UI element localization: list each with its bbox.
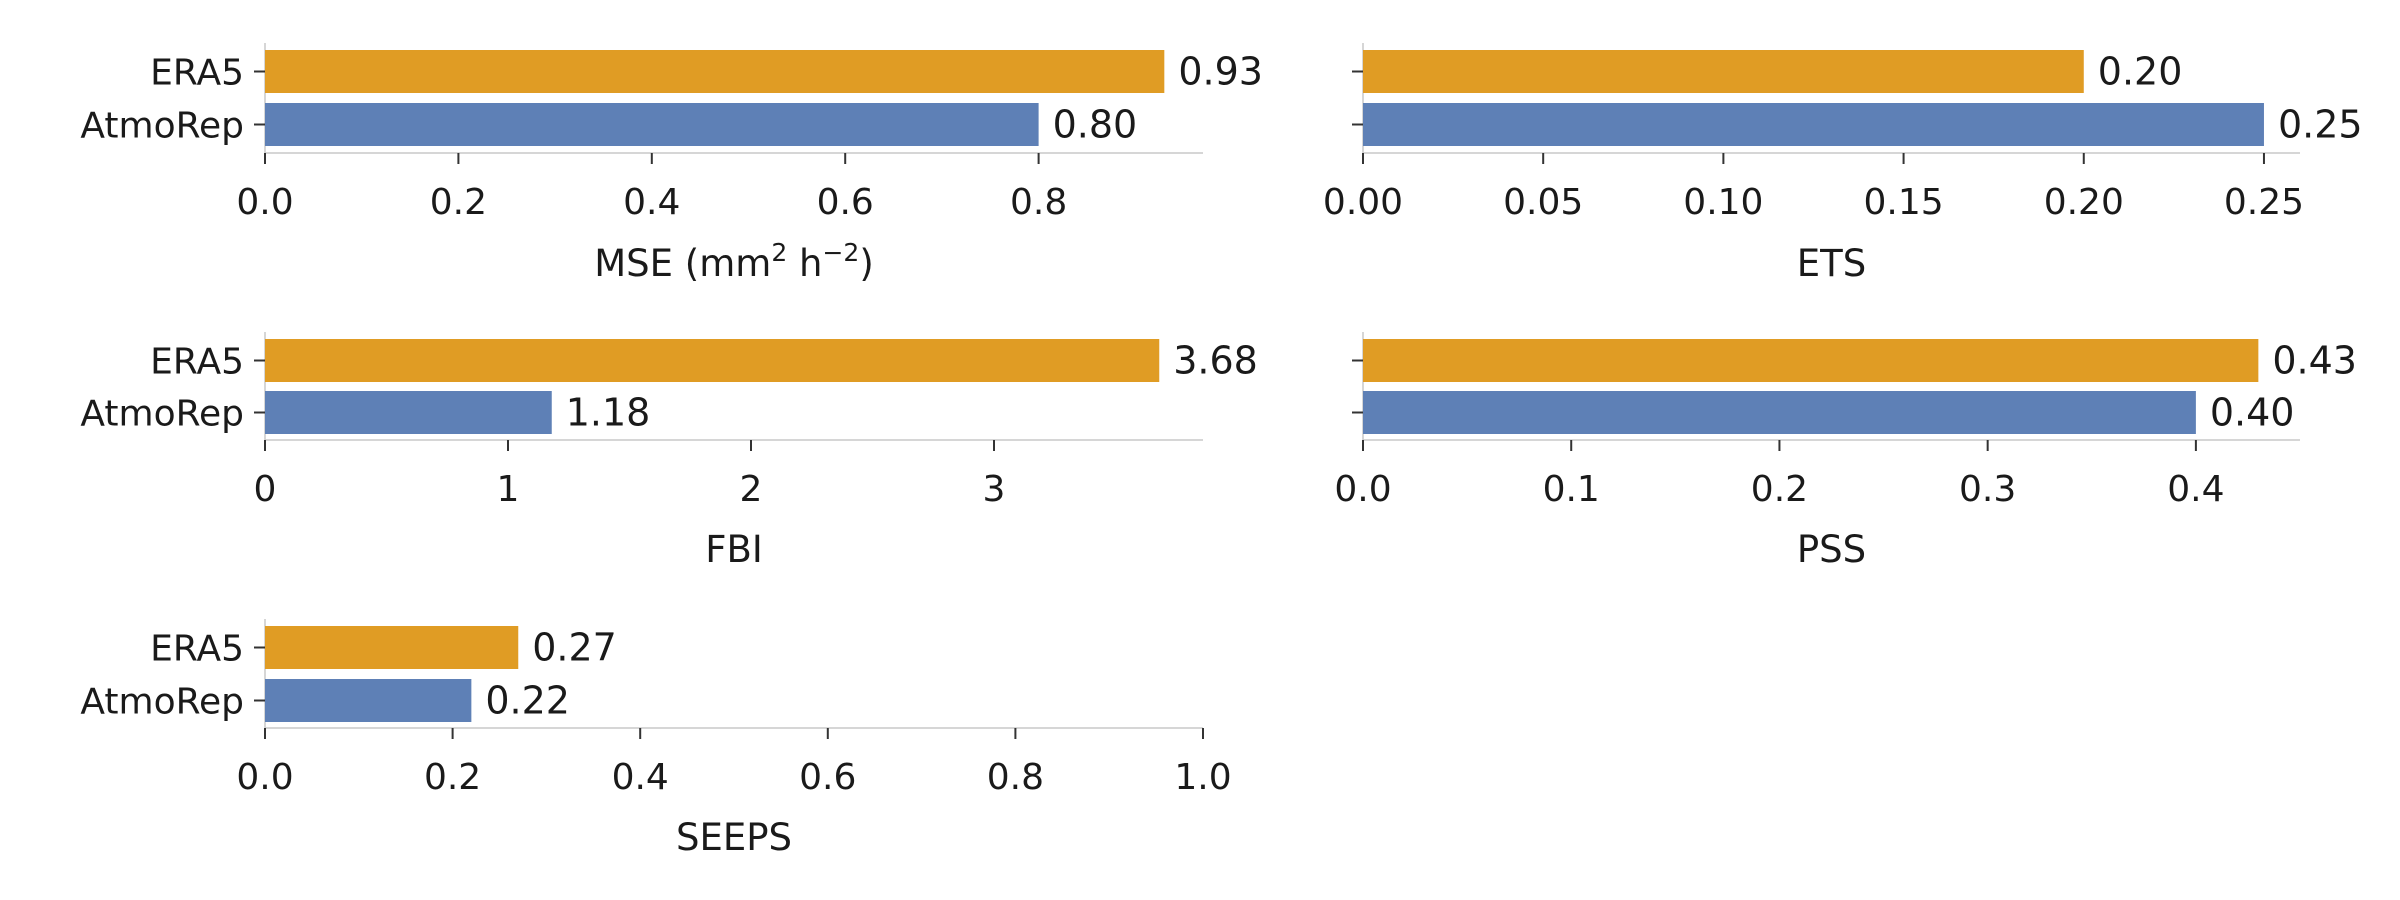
x-tick-label: 2 (740, 469, 763, 510)
x-tick-label: 0.2 (430, 182, 487, 223)
x-axis-title: FBI (705, 528, 763, 571)
bar-era5 (265, 626, 519, 669)
bar-era5 (1363, 339, 2259, 382)
x-tick-label: 0.3 (1959, 469, 2016, 510)
x-tick-label: 0.1 (1543, 469, 1600, 510)
x-tick-label: 0.2 (1751, 469, 1808, 510)
x-tick-label: 0.8 (1010, 182, 1067, 223)
bar-era5 (265, 339, 1160, 382)
x-axis-title: ETS (1797, 242, 1866, 285)
category-label-era5: ERA5 (150, 53, 244, 94)
bar-atmorep (1363, 391, 2196, 434)
x-tick-label: 0.6 (799, 757, 856, 798)
bar-value-label: 0.80 (1053, 103, 1138, 147)
bar-value-label: 0.20 (2098, 50, 2183, 94)
bar-atmorep (265, 391, 552, 434)
x-axis-title: PSS (1797, 528, 1866, 571)
bar-value-label: 0.22 (485, 679, 570, 723)
bar-value-label: 0.25 (2278, 103, 2363, 147)
x-tick-label: 0.00 (1323, 182, 1403, 223)
bar-value-label: 0.27 (532, 626, 617, 670)
bar-value-label: 3.68 (1173, 339, 1258, 383)
x-tick-label: 0.0 (1334, 469, 1391, 510)
x-tick-label: 0 (254, 469, 277, 510)
x-axis-title: SEEPS (676, 816, 792, 859)
bar-value-label: 1.18 (566, 391, 651, 435)
bar-era5 (1363, 50, 2084, 93)
panel-pss: 0.43 0.40 0.0 0.1 0.2 0.3 0.4 PSS (1334, 332, 2357, 571)
x-tick-label: 0.25 (2224, 182, 2304, 223)
x-axis-title: MSE (mm2 h−2) (594, 238, 874, 285)
category-label-atmorep: AtmoRep (80, 394, 244, 435)
x-tick-label: 0.15 (1863, 182, 1943, 223)
category-label-atmorep: AtmoRep (80, 106, 244, 147)
x-tick-label: 0.6 (817, 182, 874, 223)
bar-value-label: 0.40 (2210, 391, 2295, 435)
bar-atmorep (1363, 103, 2264, 146)
x-tick-label: 0.10 (1683, 182, 1763, 223)
x-tick-label: 3 (983, 469, 1006, 510)
panel-fbi: ERA5 3.68 AtmoRep 1.18 0 1 2 3 FBI (80, 332, 1258, 571)
x-tick-label: 0.0 (236, 182, 293, 223)
x-tick-label: 1.0 (1174, 757, 1231, 798)
x-tick-label: 0.2 (424, 757, 481, 798)
panel-ets: 0.20 0.25 0.00 0.05 0.10 0.15 0.20 0.25 ETS (1323, 43, 2363, 285)
category-label-era5: ERA5 (150, 629, 244, 670)
bar-atmorep (265, 679, 472, 722)
x-tick-label: 0.4 (612, 757, 669, 798)
x-tick-label: 0.05 (1503, 182, 1583, 223)
panel-mse-mm: ERA5 0.93 AtmoRep 0.80 0.0 0.2 0.4 0.6 0.8 MSE (m… (80, 43, 1263, 285)
panel-seeps: ERA5 0.27 AtmoRep 0.22 0.0 0.2 0.4 0.6 0.8 1.0 SEE… (80, 619, 1232, 859)
x-tick-label: 0.4 (2167, 469, 2224, 510)
category-label-atmorep: AtmoRep (80, 682, 244, 723)
category-label-era5: ERA5 (150, 342, 244, 383)
x-tick-label: 0.20 (2044, 182, 2124, 223)
bar-value-label: 0.93 (1178, 50, 1263, 94)
bar-atmorep (265, 103, 1039, 146)
x-tick-label: 0.8 (987, 757, 1044, 798)
x-tick-label: 1 (497, 469, 520, 510)
bar-era5 (265, 50, 1165, 93)
x-tick-label: 0.4 (623, 182, 680, 223)
x-tick-label: 0.0 (236, 757, 293, 798)
bar-value-label: 0.43 (2272, 339, 2357, 383)
